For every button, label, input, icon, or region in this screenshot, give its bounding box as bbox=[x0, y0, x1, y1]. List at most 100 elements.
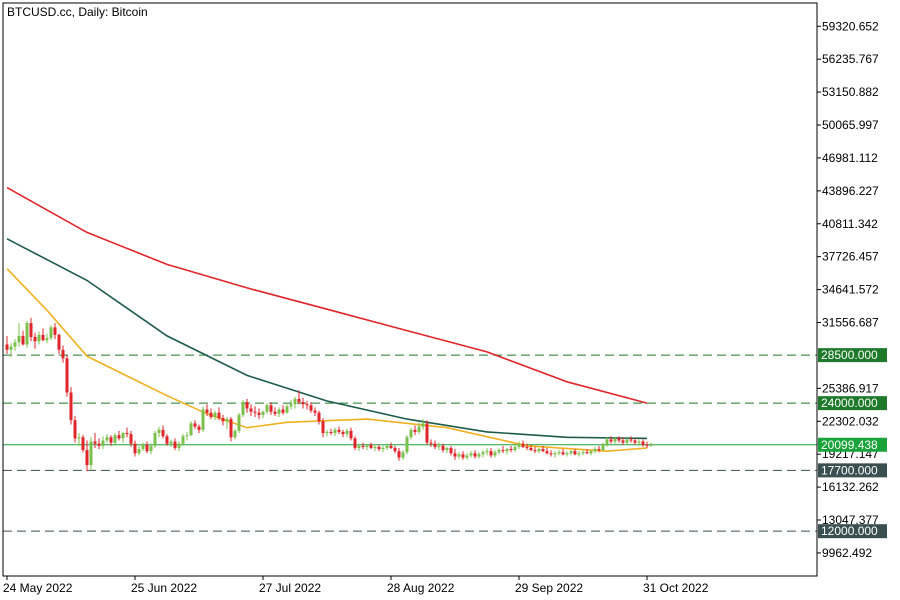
candle-body bbox=[369, 444, 373, 448]
candle-body bbox=[389, 445, 393, 448]
candle-body bbox=[537, 449, 541, 452]
candle bbox=[465, 453, 469, 460]
moving-average-line-0 bbox=[6, 186, 648, 404]
candle bbox=[649, 442, 653, 447]
candle bbox=[541, 445, 545, 453]
candle bbox=[421, 419, 425, 430]
candle-body bbox=[301, 402, 305, 405]
candle-body bbox=[101, 440, 105, 446]
candle bbox=[377, 444, 381, 452]
candle bbox=[277, 407, 281, 418]
candle bbox=[409, 427, 413, 440]
candle bbox=[473, 450, 477, 459]
candle-body bbox=[209, 412, 213, 418]
candle-body bbox=[189, 423, 193, 436]
candle bbox=[397, 447, 401, 461]
candle-body bbox=[325, 431, 329, 434]
candle-body bbox=[181, 436, 185, 444]
x-tick-label: 24 May 2022 bbox=[3, 581, 73, 595]
candle-body bbox=[173, 441, 177, 448]
candle bbox=[633, 438, 637, 445]
y-tick-label: 34641.572 bbox=[822, 283, 879, 297]
candle-body bbox=[457, 454, 461, 457]
candle-body bbox=[473, 453, 477, 457]
candle-body bbox=[261, 411, 265, 415]
candle bbox=[153, 430, 157, 448]
candle bbox=[149, 443, 153, 455]
candle bbox=[9, 343, 13, 358]
candle-body bbox=[165, 436, 169, 444]
candle-body bbox=[577, 453, 581, 455]
candle-body bbox=[385, 445, 389, 448]
candle-body bbox=[525, 446, 529, 448]
level-badge-3-box bbox=[818, 524, 887, 539]
candle-body bbox=[221, 418, 225, 422]
candle bbox=[33, 332, 37, 349]
candle bbox=[437, 442, 441, 451]
level-badge-0-label: 28500.000 bbox=[821, 348, 878, 362]
candle-body bbox=[29, 323, 33, 337]
candle bbox=[177, 441, 181, 452]
candle-body bbox=[461, 454, 465, 458]
candle bbox=[265, 403, 269, 414]
candle-body bbox=[65, 358, 69, 393]
candle-body bbox=[105, 437, 109, 441]
candle-body bbox=[381, 447, 385, 450]
candle bbox=[65, 355, 69, 397]
candle-body bbox=[593, 449, 597, 452]
y-tick-label: 56235.767 bbox=[822, 52, 879, 66]
candle-body bbox=[253, 411, 257, 413]
x-tick-label: 25 Jun 2022 bbox=[131, 581, 197, 595]
candle bbox=[509, 445, 513, 453]
candle bbox=[577, 451, 581, 457]
candle bbox=[185, 431, 189, 441]
candle bbox=[573, 449, 577, 456]
level-badge-0: 28500.000 bbox=[818, 348, 887, 363]
candle-body bbox=[557, 452, 561, 454]
candle-body bbox=[637, 441, 641, 443]
candle bbox=[229, 417, 233, 442]
candle bbox=[353, 436, 357, 451]
candle bbox=[449, 445, 453, 456]
candle bbox=[117, 430, 121, 441]
candle-body bbox=[305, 404, 309, 406]
level-badge-3: 12000.000 bbox=[818, 524, 887, 539]
candle-body bbox=[549, 453, 553, 455]
x-tick-label: 28 Aug 2022 bbox=[387, 581, 455, 595]
candle bbox=[165, 434, 169, 446]
candle bbox=[157, 426, 161, 438]
candle bbox=[133, 440, 137, 457]
candle bbox=[193, 420, 197, 429]
candle-body bbox=[169, 441, 173, 444]
candle bbox=[457, 452, 461, 459]
candle bbox=[585, 449, 589, 455]
level-badge-3-label: 12000.000 bbox=[821, 524, 878, 538]
candle bbox=[101, 436, 105, 450]
candle-body bbox=[245, 402, 249, 409]
candle bbox=[605, 437, 609, 447]
candle-body bbox=[61, 349, 65, 359]
candle bbox=[285, 404, 289, 414]
candle bbox=[121, 431, 125, 443]
candle bbox=[337, 426, 341, 435]
candle-body bbox=[437, 445, 441, 447]
candle bbox=[137, 445, 141, 456]
candle-body bbox=[349, 430, 353, 439]
candle-body bbox=[497, 450, 501, 453]
y-tick-label: 59320.652 bbox=[822, 19, 879, 33]
candle bbox=[21, 330, 25, 346]
candle-body bbox=[25, 323, 29, 345]
candle bbox=[485, 447, 489, 456]
candle bbox=[625, 438, 629, 445]
candle-body bbox=[257, 412, 261, 415]
candle-body bbox=[233, 430, 237, 438]
candle bbox=[405, 435, 409, 455]
candle-body bbox=[129, 434, 133, 444]
y-tick-label: 37726.457 bbox=[822, 250, 879, 264]
candle-body bbox=[545, 451, 549, 454]
candle bbox=[333, 427, 337, 437]
candle-body bbox=[117, 435, 121, 439]
candle-body bbox=[377, 446, 381, 450]
candle bbox=[533, 446, 537, 454]
